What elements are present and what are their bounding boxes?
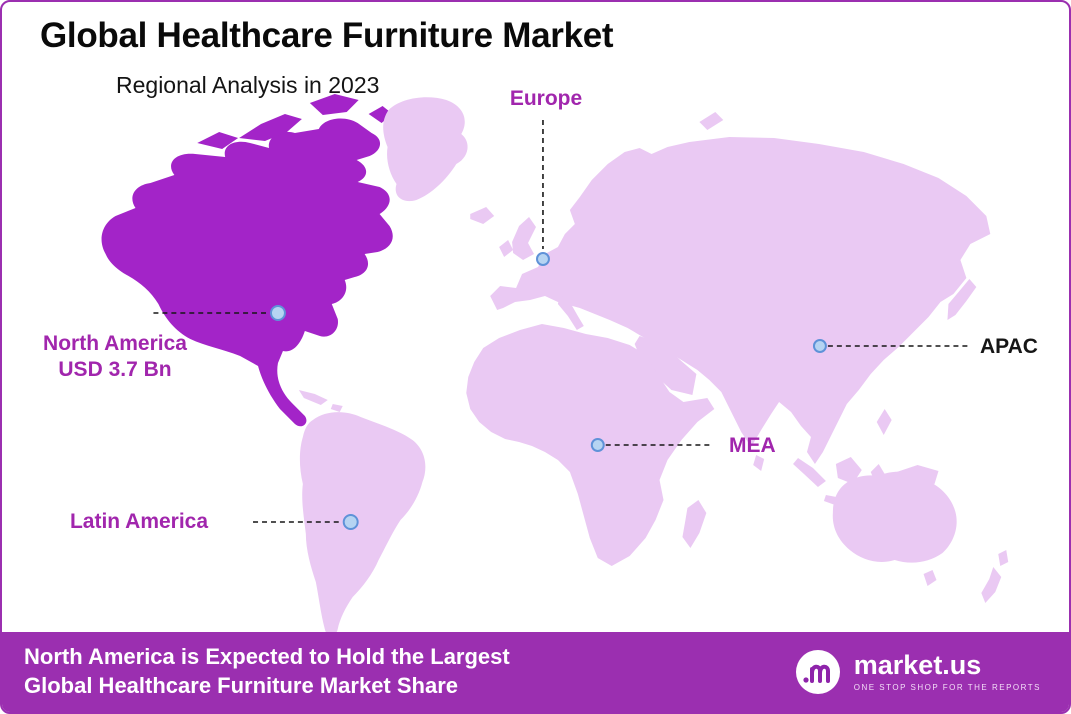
brand-name: market.us	[853, 650, 982, 680]
marker-north-america	[269, 305, 286, 321]
region-japan	[947, 279, 977, 320]
region-africa	[466, 324, 715, 566]
marker-latin-america	[342, 514, 359, 530]
marker-mea	[590, 438, 605, 452]
region-value: USD 3.7 Bn	[58, 357, 172, 381]
brand-text: market.us ONE STOP SHOP FOR THE REPORTS	[853, 650, 1041, 693]
marketus-logo-icon	[795, 650, 840, 694]
region-italy	[557, 294, 584, 330]
region-label-apac: APAC	[980, 334, 1060, 360]
banner-text: North America is Expected to Hold the La…	[24, 643, 510, 700]
region-iceland	[470, 207, 495, 224]
region-name: North America	[43, 332, 187, 355]
region-north-america	[101, 94, 393, 427]
region-label-latin-america: Latin America	[44, 509, 234, 535]
leader-lines	[153, 120, 969, 523]
region-label-mea: MEA	[729, 433, 809, 459]
footer-banner: North America is Expected to Hold the La…	[2, 632, 1069, 712]
region-australia	[832, 471, 1009, 603]
region-uk	[512, 217, 536, 260]
region-south-america	[299, 412, 426, 636]
page-title: Global Healthcare Furniture Market	[40, 16, 614, 55]
region-label-north-america: North America USD 3.7 Bn	[17, 331, 213, 382]
region-name: MEA	[729, 434, 776, 457]
marker-apac	[812, 339, 827, 353]
region-arabia	[634, 336, 697, 395]
map-markers	[269, 252, 827, 530]
region-greenland	[383, 97, 468, 202]
marker-europe	[535, 252, 550, 266]
page-subtitle: Regional Analysis in 2023	[116, 72, 380, 98]
banner-text-line1: North America is Expected to Hold the La…	[24, 644, 510, 670]
region-eurasia	[490, 137, 991, 464]
region-name: Latin America	[69, 510, 209, 533]
region-caribbean	[298, 390, 328, 405]
region-label-europe: Europe	[500, 86, 592, 112]
region-madagascar	[682, 500, 707, 548]
brand-logo: market.us ONE STOP SHOP FOR THE REPORTS	[794, 648, 1041, 696]
banner-text-line2: Global Healthcare Furniture Market Share	[24, 673, 459, 698]
world-map	[101, 94, 1009, 636]
brand-tagline: ONE STOP SHOP FOR THE REPORTS	[853, 683, 1041, 692]
region-name: Europe	[509, 87, 583, 110]
region-name: APAC	[980, 335, 1038, 358]
